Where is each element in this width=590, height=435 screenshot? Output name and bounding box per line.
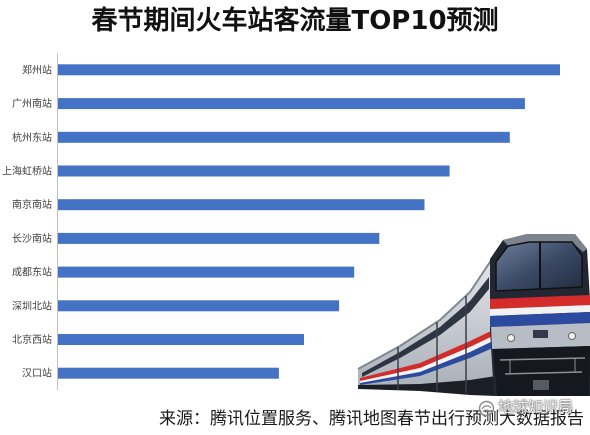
train-headlight-right <box>568 332 576 340</box>
train-handrail <box>499 357 586 361</box>
category-label-2: 广州南站 <box>12 97 52 110</box>
bar-2 <box>58 98 525 110</box>
bar-7 <box>58 266 355 278</box>
train-roof-line <box>357 258 493 370</box>
watermark-logo-icon <box>478 400 495 417</box>
bar-group <box>58 64 560 379</box>
chart-title: 春节期间火车站客流量TOP10预测 <box>91 6 499 36</box>
train-coupler <box>533 380 549 390</box>
bar-1 <box>58 64 560 76</box>
bar-3 <box>58 131 510 143</box>
train-roof-cap <box>503 234 587 252</box>
category-label-10: 汉口站 <box>22 367 52 380</box>
bar-9 <box>58 334 304 345</box>
train-undercarriage <box>358 376 496 396</box>
category-label-4: 上海虹桥站 <box>2 165 52 178</box>
train-front-stripe-red <box>490 295 590 309</box>
train-side-windows <box>362 277 489 377</box>
train-side-stripe-white <box>360 335 495 383</box>
category-label-8: 深圳北站 <box>12 299 52 312</box>
train-front-stripe-blue <box>490 312 590 327</box>
bar-4 <box>58 165 450 177</box>
category-label-3: 杭州东站 <box>12 131 52 144</box>
train-illustration <box>357 234 590 396</box>
bar-8 <box>58 300 340 312</box>
category-label-5: 南京南站 <box>12 198 52 211</box>
bar-6 <box>58 232 380 244</box>
train-emblem <box>533 330 548 338</box>
train-front-stripe-white <box>490 305 590 316</box>
bar-5 <box>58 199 425 211</box>
watermark-text: 地球知识局 <box>498 398 574 416</box>
category-label-7: 成都东站 <box>12 266 52 279</box>
category-label-9: 北京西站 <box>12 333 52 346</box>
category-label-1: 郑州站 <box>22 63 52 76</box>
bar-10 <box>58 367 279 379</box>
source-note: 来源：腾讯位置服务、腾讯地图春节出行预测大数据报告 <box>159 409 584 429</box>
train-handrail <box>504 371 583 375</box>
train-headlight-left <box>507 334 515 342</box>
train-side-stripe-red <box>360 329 495 381</box>
category-label-6: 长沙南站 <box>12 232 52 245</box>
